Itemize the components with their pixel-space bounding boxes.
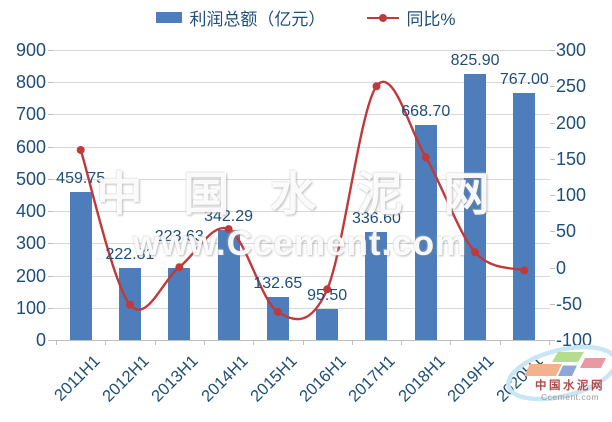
right-axis-tick [550,231,555,233]
left-axis-tick [48,114,53,116]
right-axis-tick [550,303,555,305]
x-axis-tick [401,341,403,345]
x-axis-tick [351,341,353,345]
right-axis-tick-label: -50 [556,293,583,314]
x-axis-tick [253,341,255,345]
legend-label-profit: 利润总额（亿元） [189,10,326,29]
yoy-line-marker [372,82,381,91]
right-axis-tick-label: 100 [556,185,587,205]
line-legend-dot [379,13,388,22]
logo-tile-blue-icon [558,365,577,376]
right-axis-tick-label: 0 [556,257,567,278]
left-axis-tick [48,50,53,51]
left-axis-tick-label: 900 [15,40,46,60]
bar-value-label: 336.60 [351,209,401,227]
bar-value-label: 95.50 [307,287,348,305]
bar-value-label: 825.90 [450,51,500,69]
bar [168,267,191,340]
logo-tile-salmon-icon [524,364,562,376]
x-axis-tick [499,341,501,345]
left-axis-tick-label: 400 [15,201,46,222]
legend-item-profit: 利润总额（亿元） [156,5,325,30]
logo-name: 中国水泥网 [535,378,605,392]
left-axis-tick [48,211,53,213]
left-axis-tick-label: 200 [15,265,46,286]
legend-label-yoy: 同比% [406,10,456,29]
left-axis-tick-label: 800 [15,72,46,93]
x-axis-tick [203,341,205,345]
left-axis-tick-label: 0 [35,330,46,350]
legend: 利润总额（亿元） 同比% [0,5,612,30]
ccement-logo: 中国水泥网 Ccement.com [506,344,612,402]
bar [513,92,536,340]
x-axis-tick [450,341,452,345]
left-axis-tick [48,146,53,148]
left-axis-tick-label: 500 [15,168,46,189]
right-axis-tick [550,195,555,196]
bar-value-label: 767.00 [499,70,549,88]
left-axis-tick [48,243,53,245]
logo-tile-green-icon [552,352,584,362]
bar-value-label: 459.75 [56,169,106,187]
legend-item-yoy: 同比% [367,5,456,30]
bar-value-label: 668.70 [401,102,451,120]
right-axis-tick [550,50,555,51]
x-axis-tick [302,341,304,345]
left-axis-tick [48,178,53,180]
right-axis-tick [550,122,555,124]
x-axis-tick [154,341,156,345]
right-axis-tick-label: 150 [556,148,587,169]
x-axis-line [53,340,550,341]
bar-value-label: 342.29 [204,207,254,225]
logo-domain: Ccement.com [541,392,599,402]
right-axis-tick [550,340,555,341]
left-axis-tick [48,340,53,341]
left-axis-tick [48,275,53,277]
left-axis-tick-label: 300 [15,233,46,254]
bar [118,268,141,340]
left-axis-tick [48,307,53,309]
bar-value-label: 222.81 [105,246,155,264]
x-axis-tick [56,341,57,345]
logo-swoosh [506,344,612,402]
gridline [53,50,550,51]
bar [69,191,92,340]
bar [414,124,437,340]
right-axis-tick [550,86,555,88]
bar [316,309,339,340]
right-axis-tick [550,158,555,160]
right-axis-tick-label: 250 [556,76,587,97]
left-axis-tick-label: 100 [15,297,46,318]
right-axis-tick-label: 50 [556,221,577,242]
left-axis-tick-label: 700 [15,104,46,125]
right-axis-tick-label: 300 [556,40,587,60]
bar-value-label: 223.63 [154,227,204,245]
x-axis-tick [105,341,107,345]
bar-legend-swatch-icon [156,12,183,23]
bar [365,231,388,340]
right-axis-tick-label: 200 [556,112,587,133]
right-axis-tick [550,267,555,269]
logo-tile-pink-icon [580,358,606,368]
line-legend-marker-icon [367,13,400,23]
left-axis-tick-label: 600 [15,136,46,157]
left-axis-tick [48,82,53,84]
x-axis-tick [549,341,550,345]
